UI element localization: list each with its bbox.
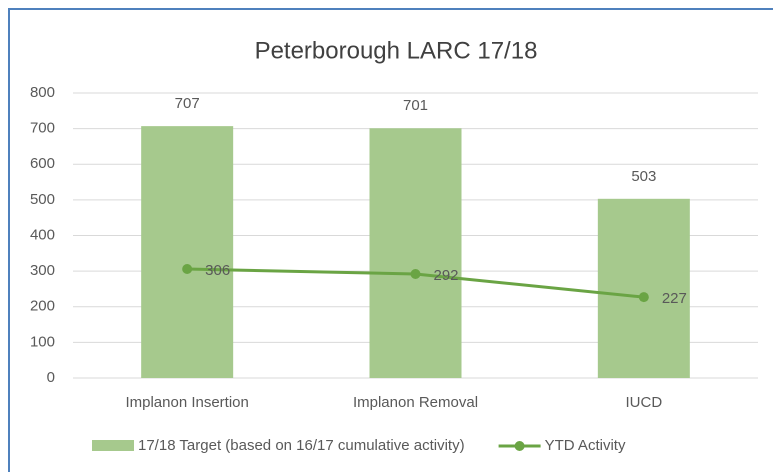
point-label: 227 <box>662 290 687 307</box>
x-tick-label: Implanon Removal <box>353 394 478 411</box>
bar-label: 701 <box>403 97 428 114</box>
point-label: 292 <box>434 267 459 284</box>
legend-label: YTD Activity <box>545 437 626 454</box>
y-tick-label: 400 <box>30 226 55 243</box>
bar-label: 503 <box>631 168 656 185</box>
x-tick-label: Implanon Insertion <box>125 394 248 411</box>
bar <box>369 128 462 378</box>
legend-swatch <box>92 440 134 451</box>
y-tick-label: 300 <box>30 262 55 279</box>
x-tick-label: IUCD <box>625 394 662 411</box>
point-label: 306 <box>205 262 230 279</box>
point <box>638 292 649 303</box>
bar <box>141 126 234 378</box>
y-tick-label: 0 <box>47 369 55 386</box>
y-tick-label: 600 <box>30 155 55 172</box>
bar <box>597 198 690 378</box>
y-tick-label: 700 <box>30 120 55 137</box>
y-tick-label: 100 <box>30 333 55 350</box>
y-tick-label: 500 <box>30 191 55 208</box>
y-tick-label: 200 <box>30 298 55 315</box>
legend-label: 17/18 Target (based on 16/17 cumulative … <box>138 437 465 454</box>
legend-swatch <box>514 441 525 451</box>
bar-label: 707 <box>175 95 200 112</box>
point <box>410 268 421 279</box>
y-tick-label: 800 <box>30 84 55 101</box>
chart-title: Peterborough LARC 17/18 <box>255 37 538 64</box>
point <box>182 263 193 274</box>
